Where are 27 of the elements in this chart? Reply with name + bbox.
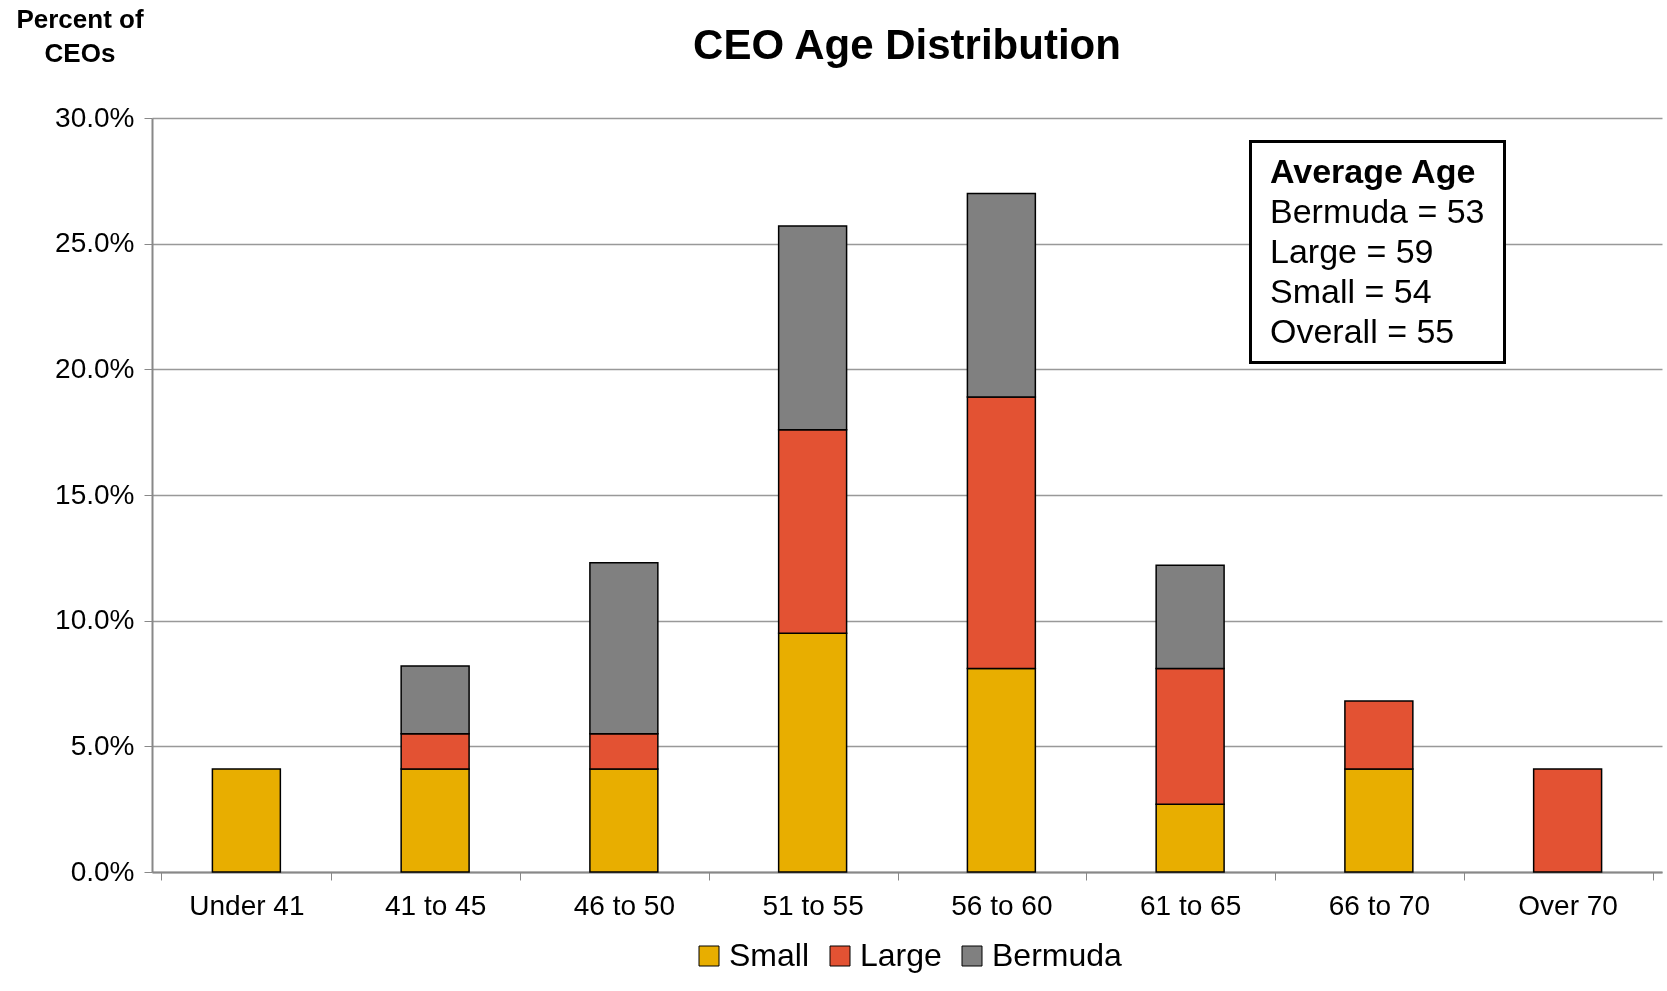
x-tick-label: 46 to 50 bbox=[573, 889, 675, 921]
annotation: Overall = 55 bbox=[1270, 311, 1456, 351]
x-tick-label: 51 to 55 bbox=[762, 889, 864, 921]
x-tick-label: Over 70 bbox=[1518, 889, 1618, 921]
x-tick-label: 66 to 70 bbox=[1328, 889, 1430, 921]
y-axis-title: Percent of CEOs bbox=[15, 3, 145, 70]
legend-label: Small bbox=[729, 937, 810, 973]
bar bbox=[211, 768, 282, 873]
annotation: Average Age bbox=[1270, 151, 1477, 191]
y-tick-label: 25.0% bbox=[55, 227, 135, 259]
legend-label: Bermuda bbox=[992, 937, 1123, 973]
bar bbox=[1532, 768, 1603, 873]
y-tick-label: 0.0% bbox=[70, 855, 135, 887]
x-tick-label: 41 to 45 bbox=[385, 889, 487, 921]
chart-title: CEO Age Distribution bbox=[693, 21, 1121, 68]
legend-label: Large bbox=[860, 937, 942, 973]
annotation: Large = 59 bbox=[1270, 231, 1435, 271]
annotation: Small = 54 bbox=[1270, 271, 1433, 311]
x-tick-label: 61 to 65 bbox=[1140, 889, 1242, 921]
y-tick-label: 15.0% bbox=[55, 478, 135, 510]
x-tick-label: Under 41 bbox=[189, 889, 305, 921]
annotation: Bermuda = 53 bbox=[1270, 191, 1485, 231]
y-tick-label: 10.0% bbox=[55, 604, 135, 636]
x-tick-label: 56 to 60 bbox=[951, 889, 1053, 921]
y-tick-label: 30.0% bbox=[55, 101, 135, 133]
y-tick-label: 20.0% bbox=[55, 352, 135, 384]
y-tick-label: 5.0% bbox=[70, 729, 135, 761]
